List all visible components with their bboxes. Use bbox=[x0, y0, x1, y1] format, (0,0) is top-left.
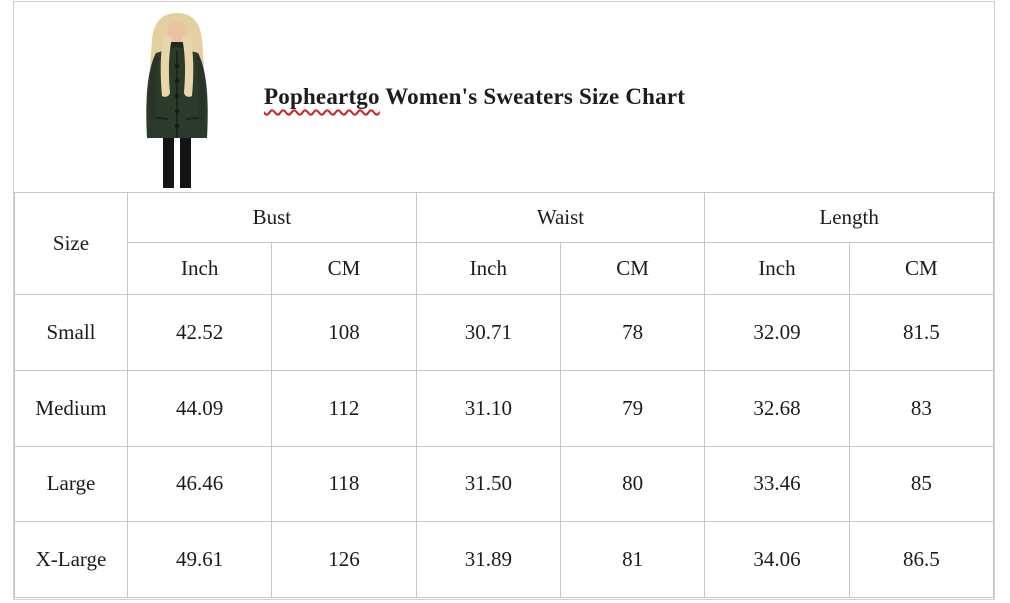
cell-large-length-inch: 33.46 bbox=[704, 445, 850, 523]
cell-large-bust-inch: 46.46 bbox=[126, 445, 273, 523]
cell-medium-length-cm: 83 bbox=[848, 369, 995, 447]
page-title: Popheartgo Women's Sweaters Size Chart bbox=[264, 84, 685, 110]
col-group-bust: Bust bbox=[127, 192, 417, 243]
cell-large-bust-cm: 118 bbox=[271, 445, 417, 523]
row-label-x-large: X-Large bbox=[14, 521, 128, 598]
row-label-medium: Medium bbox=[14, 369, 128, 447]
cell-medium-bust-inch: 44.09 bbox=[126, 369, 273, 447]
row-label-large: Large bbox=[14, 445, 128, 523]
cell-small-bust-inch: 42.52 bbox=[126, 294, 273, 371]
cell-medium-bust-cm: 112 bbox=[271, 369, 417, 447]
cell-x-large-waist-inch: 31.89 bbox=[415, 521, 561, 598]
table-subheader-row: Inch CM Inch CM Inch CM bbox=[15, 242, 995, 295]
cell-small-waist-inch: 30.71 bbox=[415, 294, 561, 371]
cell-x-large-bust-inch: 49.61 bbox=[126, 521, 273, 598]
cell-x-large-bust-cm: 126 bbox=[271, 521, 417, 598]
size-chart-table: Size Bust Waist Length Inch CM Inch CM I… bbox=[14, 192, 995, 598]
cell-x-large-length-cm: 86.5 bbox=[848, 521, 995, 598]
cell-large-waist-inch: 31.50 bbox=[415, 445, 561, 523]
cell-medium-waist-cm: 79 bbox=[559, 369, 706, 447]
cell-medium-waist-inch: 31.10 bbox=[415, 369, 561, 447]
cell-small-length-inch: 32.09 bbox=[704, 294, 850, 371]
cell-small-bust-cm: 108 bbox=[271, 294, 417, 371]
page-frame: Popheartgo Women's Sweaters Size Chart S… bbox=[13, 1, 995, 600]
cell-large-length-cm: 85 bbox=[848, 445, 995, 523]
col-header-size: Size bbox=[14, 192, 128, 295]
col-group-length: Length bbox=[704, 192, 994, 243]
title-rest: Women's Sweaters Size Chart bbox=[379, 84, 686, 109]
table-group-header-row: Size Bust Waist Length bbox=[14, 192, 994, 295]
cell-large-waist-cm: 80 bbox=[559, 445, 706, 523]
table-row-medium: Medium 44.09 112 31.10 79 32.68 83 bbox=[14, 369, 995, 447]
cell-medium-length-inch: 32.68 bbox=[704, 369, 850, 447]
col-header-length-inch: Inch bbox=[704, 242, 850, 295]
model-in-dark-green-cardigan-icon bbox=[146, 13, 208, 188]
col-header-waist-cm: CM bbox=[559, 242, 706, 295]
title-brand: Popheartgo bbox=[264, 84, 380, 109]
product-photo bbox=[116, 8, 238, 188]
cell-x-large-length-inch: 34.06 bbox=[704, 521, 850, 598]
col-group-waist: Waist bbox=[415, 192, 706, 243]
col-header-bust-inch: Inch bbox=[126, 242, 273, 295]
col-header-length-cm: CM bbox=[848, 242, 995, 295]
row-label-small: Small bbox=[14, 294, 128, 371]
cell-small-length-cm: 81.5 bbox=[848, 294, 995, 371]
col-header-bust-cm: CM bbox=[271, 242, 417, 295]
col-header-waist-inch: Inch bbox=[415, 242, 561, 295]
table-row-large: Large 46.46 118 31.50 80 33.46 85 bbox=[14, 445, 995, 523]
cell-x-large-waist-cm: 81 bbox=[559, 521, 706, 598]
cell-small-waist-cm: 78 bbox=[559, 294, 706, 371]
table-row-x-large: X-Large 49.61 126 31.89 81 34.06 86.5 bbox=[14, 521, 995, 598]
table-row-small: Small 42.52 108 30.71 78 32.09 81.5 bbox=[14, 294, 995, 371]
